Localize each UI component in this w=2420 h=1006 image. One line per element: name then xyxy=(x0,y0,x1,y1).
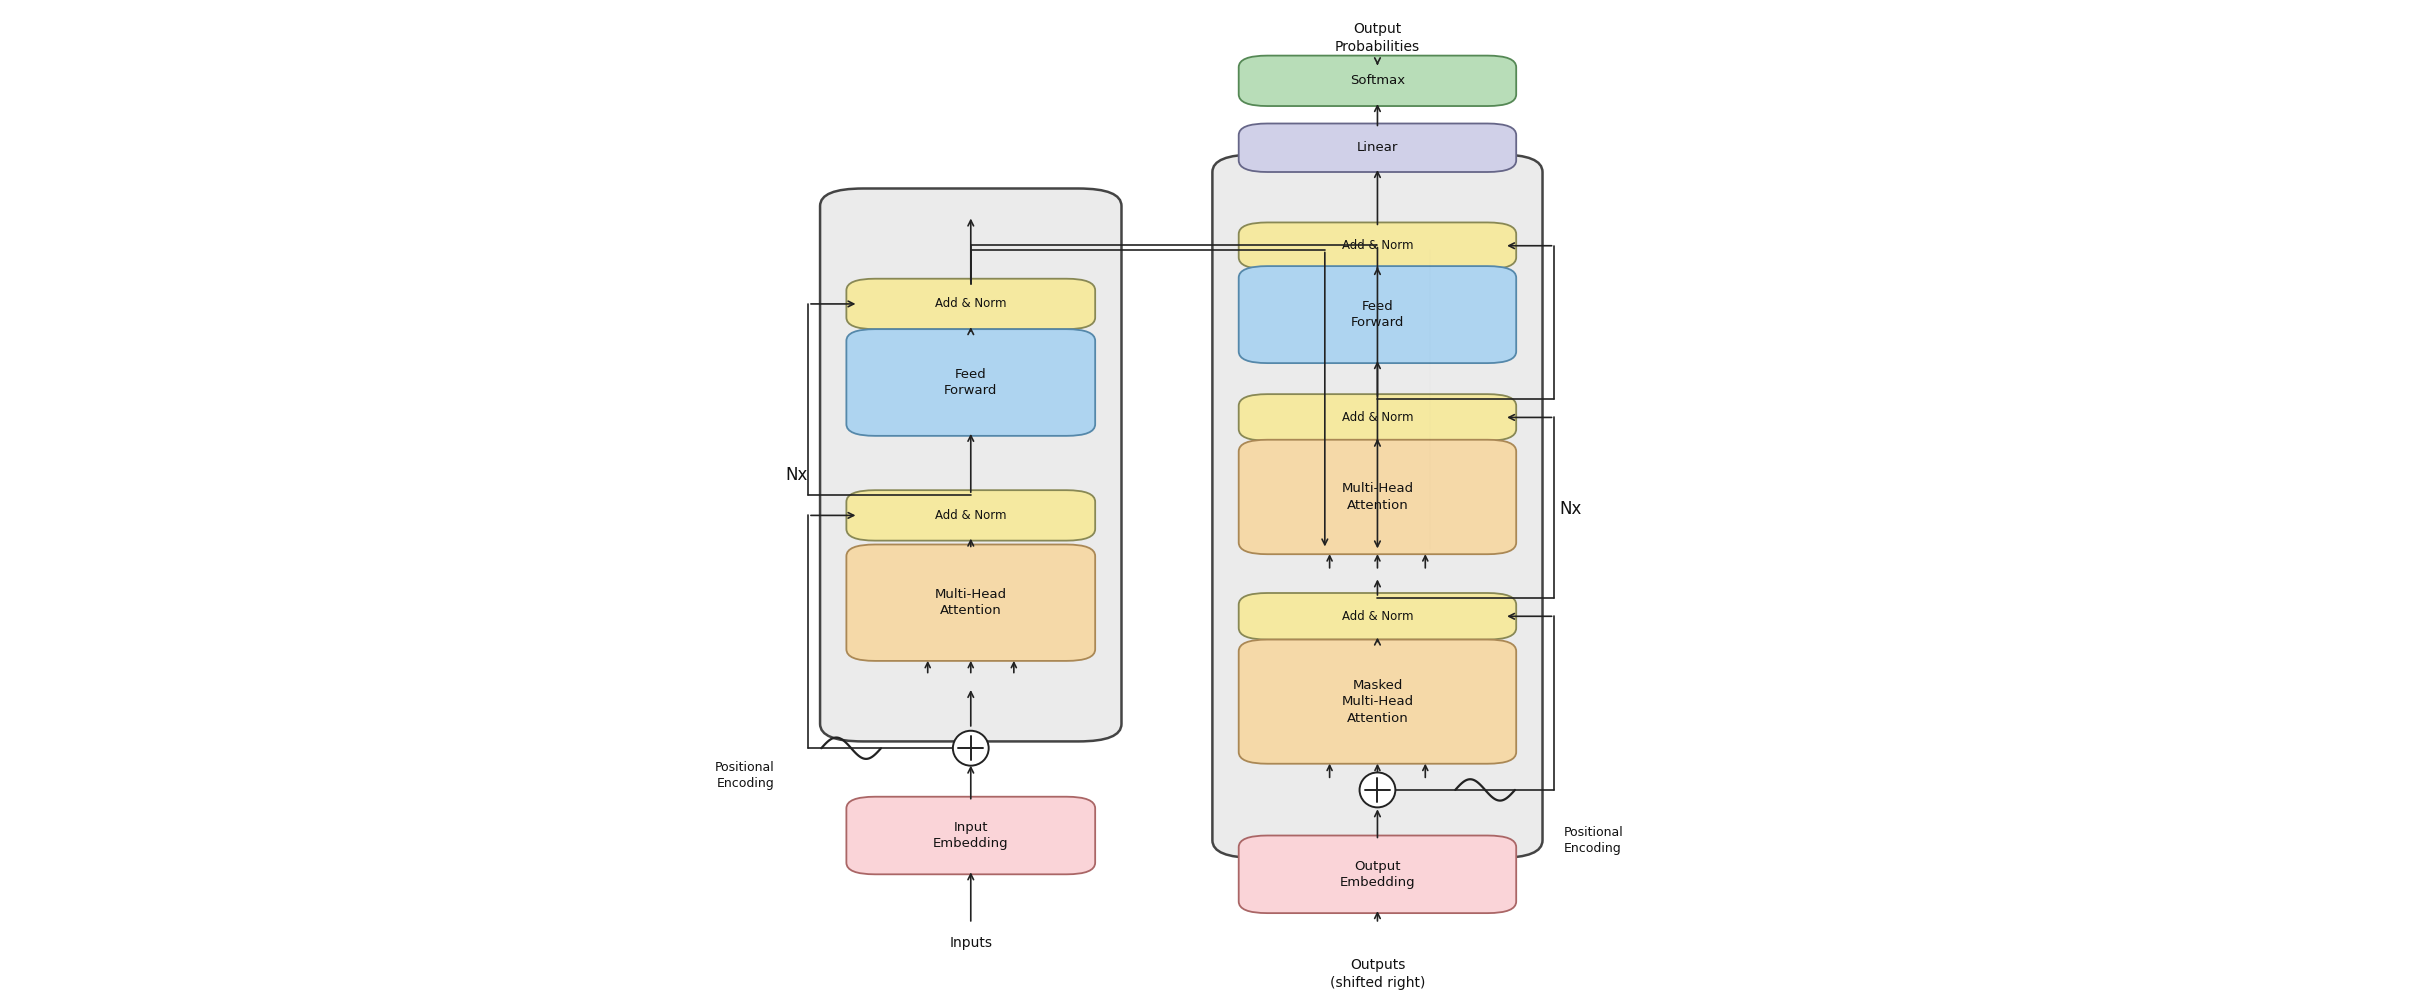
Ellipse shape xyxy=(953,730,990,766)
Text: Add & Norm: Add & Norm xyxy=(1341,410,1413,424)
Text: Multi-Head
Attention: Multi-Head Attention xyxy=(934,588,1007,618)
FancyBboxPatch shape xyxy=(1239,55,1517,106)
FancyBboxPatch shape xyxy=(847,544,1096,661)
FancyBboxPatch shape xyxy=(1239,593,1517,640)
FancyBboxPatch shape xyxy=(1239,640,1517,764)
Text: Feed
Forward: Feed Forward xyxy=(944,368,997,397)
Text: Linear: Linear xyxy=(1358,141,1399,154)
FancyBboxPatch shape xyxy=(1239,440,1517,554)
Text: Positional
Encoding: Positional Encoding xyxy=(1563,826,1624,855)
Text: Positional
Encoding: Positional Encoding xyxy=(714,761,774,790)
FancyBboxPatch shape xyxy=(847,797,1096,874)
FancyBboxPatch shape xyxy=(1239,836,1517,913)
FancyBboxPatch shape xyxy=(1239,222,1517,269)
Text: Masked
Multi-Head
Attention: Masked Multi-Head Attention xyxy=(1341,679,1413,724)
Text: Add & Norm: Add & Norm xyxy=(934,509,1007,522)
Text: Outputs
(shifted right): Outputs (shifted right) xyxy=(1329,959,1425,990)
Text: Add & Norm: Add & Norm xyxy=(1341,239,1413,253)
FancyBboxPatch shape xyxy=(1212,155,1542,858)
Text: Nx: Nx xyxy=(1558,500,1583,518)
Text: Add & Norm: Add & Norm xyxy=(1341,610,1413,623)
Text: Add & Norm: Add & Norm xyxy=(934,298,1007,311)
Text: Output
Probabilities: Output Probabilities xyxy=(1336,22,1421,54)
FancyBboxPatch shape xyxy=(1239,124,1517,172)
FancyBboxPatch shape xyxy=(1239,394,1517,441)
FancyBboxPatch shape xyxy=(1239,267,1517,363)
Text: Input
Embedding: Input Embedding xyxy=(934,821,1009,850)
Ellipse shape xyxy=(1360,773,1396,808)
Text: Output
Embedding: Output Embedding xyxy=(1341,859,1416,889)
Text: Softmax: Softmax xyxy=(1350,74,1406,88)
FancyBboxPatch shape xyxy=(847,490,1096,540)
Text: Nx: Nx xyxy=(786,466,808,484)
FancyBboxPatch shape xyxy=(820,188,1120,741)
Text: Feed
Forward: Feed Forward xyxy=(1350,300,1404,329)
FancyBboxPatch shape xyxy=(847,329,1096,436)
Text: Inputs: Inputs xyxy=(949,937,992,951)
FancyBboxPatch shape xyxy=(847,279,1096,329)
Text: Multi-Head
Attention: Multi-Head Attention xyxy=(1341,482,1413,512)
